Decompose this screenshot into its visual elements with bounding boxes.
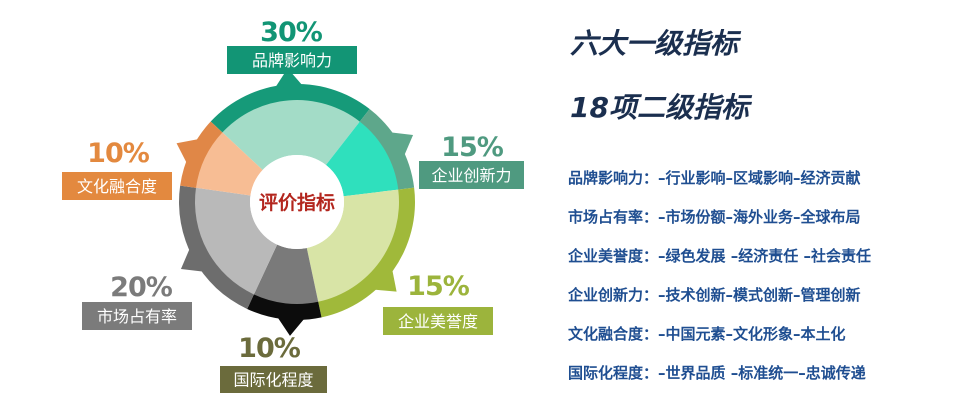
outer-ring-segment-international [247, 293, 322, 320]
inner-ring-segment-reputation [306, 189, 400, 302]
indicator-row-reputation: 企业美誉度：–绿色发展 –经济责任 –社会责任 [568, 245, 871, 266]
label-box-reputation [383, 307, 493, 335]
ring-arrow-market [180, 247, 205, 272]
percent-label-culture: 10% [87, 138, 150, 169]
segment-name-reputation: 企业美誉度 [398, 312, 478, 331]
outer-ring-segment-brand [210, 84, 370, 134]
indicator-items: –世界品质 –标准统一–忠诚传递 [658, 364, 866, 382]
indicator-row-international: 国际化程度：–世界品质 –标准统一–忠诚传递 [568, 362, 866, 383]
indicator-items: –绿色发展 –经济责任 –社会责任 [658, 247, 871, 265]
indicator-summary-panel: 六大一级指标 18项二级指标 品牌影响力：–行业影响–区域影响–经济贡献 市场占… [568, 0, 968, 400]
inner-ring-segment-innovation [325, 121, 399, 197]
outer-ring-segment-culture [180, 121, 224, 188]
label-box-market [82, 302, 192, 330]
inner-ring-segment-market [195, 187, 278, 295]
indicator-label: 市场占有率： [568, 208, 659, 226]
outer-ring-segment-innovation [359, 109, 415, 190]
segment-name-culture: 文化融合度 [77, 177, 157, 196]
callouts: 30% 品牌影响力 15% 企业创新力 15% 企业美誉度 10% 国际化程度 20% 市场占有率… [62, 17, 524, 393]
center-hole [250, 155, 344, 249]
segment-name-brand: 品牌影响力 [252, 51, 332, 70]
label-box-innovation [419, 161, 524, 189]
percent-label-innovation: 15% [441, 132, 504, 163]
indicator-label: 国际化程度： [568, 364, 659, 382]
indicator-row-market: 市场占有率：–市场份额–海外业务–全球布局 [568, 206, 861, 227]
label-box-culture [62, 172, 172, 200]
indicator-label: 企业美誉度： [568, 247, 659, 265]
indicator-label: 品牌影响力： [568, 169, 659, 187]
outer-ring-segment-market [178, 185, 255, 309]
inner-ring-segment-brand [222, 99, 360, 170]
outer-ring-segment-reputation [317, 187, 416, 318]
center-label: 评价指标 [259, 192, 335, 214]
evaluation-indicator-donut-diagram: 评价指标 30% 品牌影响力 15% 企业创新力 15% 企业美誉度 10% 国际化程度 20%… [62, 17, 524, 393]
percent-label-international: 10% [238, 333, 301, 364]
ring-arrow-culture [176, 138, 200, 165]
label-box-brand [227, 46, 357, 74]
indicator-items: –技术创新–模式创新–管理创新 [658, 286, 861, 304]
indicator-items: –行业影响–区域影响–经济贡献 [658, 169, 861, 187]
indicator-row-innovation: 企业创新力：–技术创新–模式创新–管理创新 [568, 284, 861, 305]
indicator-label: 企业创新力： [568, 286, 659, 304]
indicator-items: –中国元素–文化形象–本土化 [658, 325, 846, 343]
indicator-row-brand: 品牌影响力：–行业影响–区域影响–经济贡献 [568, 167, 861, 188]
label-box-international [220, 366, 327, 393]
percent-label-reputation: 15% [407, 271, 470, 302]
outer-ring [176, 68, 416, 336]
inner-ring [195, 99, 400, 304]
ring-arrow-reputation [373, 268, 397, 292]
percent-label-market: 20% [110, 272, 173, 303]
inner-ring-segment-culture [195, 132, 263, 196]
ring-arrow-brand [274, 68, 304, 89]
indicator-items: –市场份额–海外业务–全球布局 [658, 208, 861, 226]
segment-name-innovation: 企业创新力 [431, 166, 511, 185]
segment-name-market: 市场占有率 [97, 307, 177, 326]
segment-name-international: 国际化程度 [233, 371, 313, 390]
inner-ring-segment-international [253, 244, 319, 304]
indicator-label: 文化融合度： [568, 325, 659, 343]
ring-arrow-international [276, 316, 306, 336]
percent-label-brand: 30% [260, 17, 323, 48]
indicator-row-culture: 文化融合度：–中国元素–文化形象–本土化 [568, 323, 846, 344]
second-level-title: 18项二级指标 [570, 91, 749, 124]
ring-arrow-innovation [389, 132, 414, 157]
first-level-title: 六大一级指标 [570, 27, 739, 60]
